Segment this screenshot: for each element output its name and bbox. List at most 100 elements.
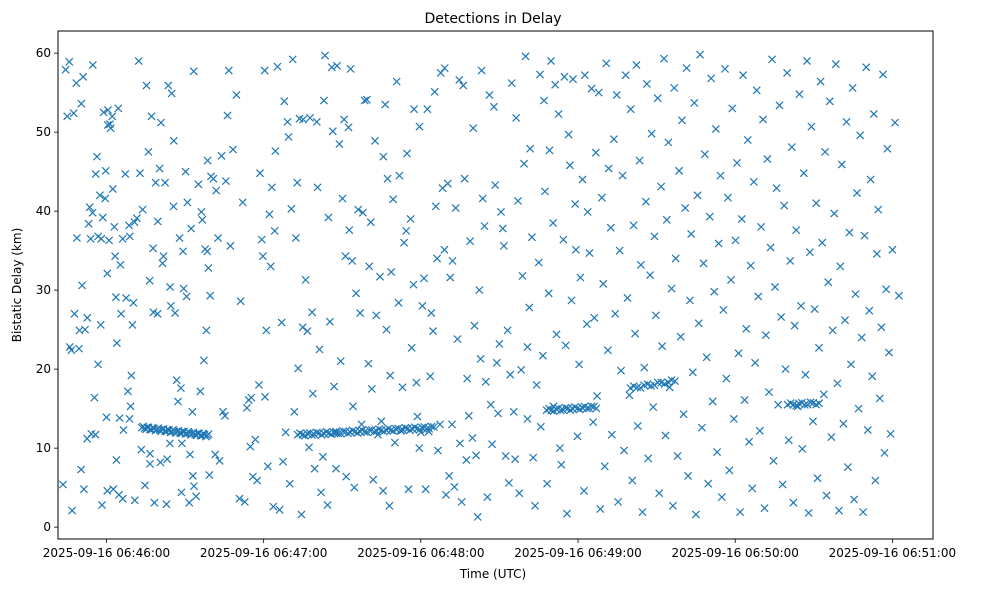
data-point bbox=[486, 400, 495, 409]
data-point bbox=[816, 77, 825, 86]
data-point bbox=[177, 439, 186, 448]
data-point bbox=[529, 453, 538, 462]
data-point bbox=[263, 462, 272, 471]
data-point bbox=[221, 177, 230, 186]
data-point bbox=[805, 248, 814, 257]
data-point bbox=[395, 171, 404, 180]
data-point bbox=[564, 130, 573, 139]
data-point bbox=[151, 178, 160, 187]
data-point bbox=[125, 414, 134, 423]
data-point bbox=[539, 96, 549, 105]
data-point bbox=[185, 498, 194, 507]
data-point bbox=[886, 429, 895, 438]
track-point bbox=[307, 430, 317, 440]
data-point bbox=[91, 430, 100, 439]
data-point bbox=[214, 233, 223, 243]
data-point bbox=[562, 509, 572, 518]
data-point bbox=[676, 332, 685, 341]
data-point bbox=[489, 102, 498, 111]
data-point bbox=[638, 508, 647, 517]
data-point bbox=[609, 135, 618, 144]
data-point bbox=[354, 205, 363, 214]
data-point bbox=[447, 420, 457, 429]
data-point bbox=[65, 57, 74, 66]
data-point bbox=[850, 495, 859, 504]
data-point bbox=[345, 226, 354, 235]
data-point bbox=[534, 258, 543, 267]
data-point bbox=[628, 476, 637, 485]
data-point bbox=[594, 88, 603, 97]
track-point bbox=[592, 404, 601, 413]
data-point bbox=[626, 105, 635, 114]
data-point bbox=[98, 213, 107, 222]
data-point bbox=[470, 321, 479, 330]
data-point bbox=[156, 458, 165, 467]
data-point bbox=[429, 327, 438, 336]
data-point bbox=[440, 64, 449, 73]
data-point bbox=[91, 169, 100, 179]
data-point bbox=[719, 305, 728, 314]
data-point bbox=[640, 363, 649, 372]
data-point bbox=[600, 462, 609, 471]
data-point bbox=[555, 444, 564, 453]
track-point bbox=[401, 423, 410, 432]
data-point bbox=[576, 273, 585, 282]
data-point bbox=[377, 417, 386, 426]
data-point bbox=[635, 156, 644, 165]
data-point bbox=[197, 207, 206, 216]
data-point bbox=[728, 104, 737, 113]
data-point bbox=[679, 410, 688, 419]
data-point bbox=[705, 212, 714, 221]
track-point bbox=[317, 430, 326, 439]
data-point bbox=[535, 70, 545, 79]
data-point bbox=[466, 237, 475, 246]
data-point bbox=[618, 171, 627, 180]
data-point bbox=[642, 79, 651, 88]
data-point bbox=[761, 331, 770, 340]
data-point bbox=[340, 115, 349, 124]
data-point bbox=[80, 325, 90, 334]
data-point bbox=[194, 180, 203, 189]
data-point bbox=[162, 500, 171, 509]
data-point bbox=[270, 226, 279, 235]
data-point bbox=[441, 490, 451, 499]
data-point bbox=[457, 497, 466, 506]
data-point bbox=[362, 95, 371, 104]
data-point bbox=[565, 161, 574, 170]
data-point bbox=[877, 323, 886, 332]
data-point bbox=[485, 90, 494, 100]
data-point bbox=[149, 308, 158, 317]
track-point bbox=[386, 426, 395, 435]
data-point bbox=[653, 94, 662, 103]
track-point bbox=[582, 404, 591, 413]
track-point bbox=[405, 426, 415, 435]
data-point bbox=[890, 118, 900, 127]
data-point bbox=[828, 326, 837, 335]
data-point bbox=[804, 508, 813, 517]
data-point bbox=[118, 494, 127, 503]
data-point bbox=[138, 205, 147, 214]
data-point bbox=[453, 335, 462, 344]
data-point bbox=[327, 63, 336, 72]
data-point bbox=[308, 389, 317, 398]
data-point bbox=[267, 183, 276, 192]
data-point bbox=[857, 333, 866, 342]
data-point bbox=[299, 115, 308, 124]
data-point bbox=[460, 174, 469, 183]
data-point bbox=[145, 276, 154, 285]
data-point bbox=[560, 72, 569, 81]
data-point bbox=[291, 233, 300, 243]
track-point bbox=[566, 406, 575, 415]
data-point bbox=[477, 66, 486, 75]
data-point bbox=[587, 84, 596, 93]
data-point bbox=[583, 207, 592, 216]
data-point bbox=[283, 117, 292, 126]
data-point bbox=[455, 75, 464, 85]
data-point bbox=[61, 65, 70, 74]
data-point bbox=[777, 312, 786, 322]
data-point bbox=[694, 319, 703, 328]
data-point bbox=[325, 317, 334, 326]
track-point bbox=[800, 400, 809, 409]
data-point bbox=[690, 98, 699, 107]
data-point bbox=[331, 464, 341, 473]
